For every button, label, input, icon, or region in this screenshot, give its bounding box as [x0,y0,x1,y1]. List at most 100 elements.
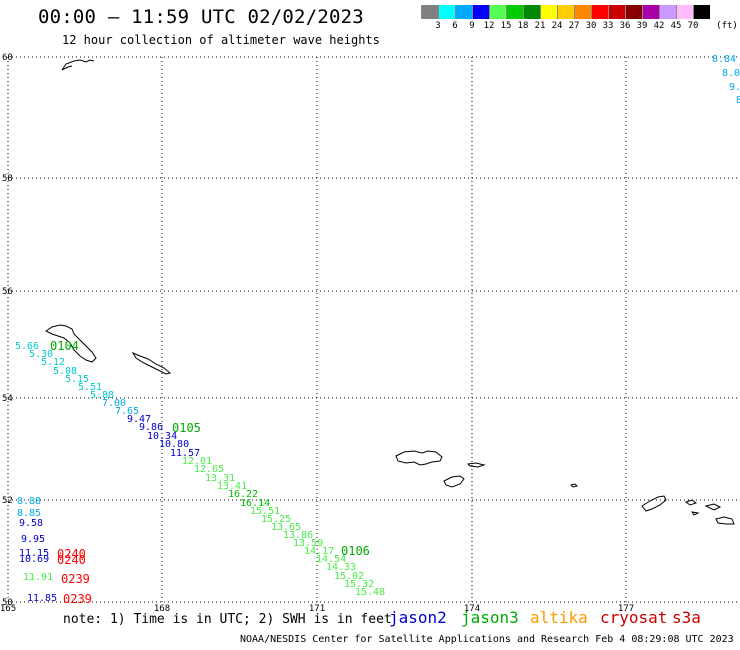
color-legend [421,5,710,19]
legend-swatch [574,5,591,19]
swh-value: 9.58 [19,518,43,529]
lat-label: 52 [2,496,13,506]
legend-swatch [472,5,489,19]
swh-value: 5.12 [41,357,65,368]
swh-value: 11.91 [23,572,53,583]
map-frame [8,57,740,602]
swh-value: 5.51 [78,382,102,393]
swh-value: 14.17 [304,546,334,557]
legend-swatch [642,5,659,19]
swh-value: 9.95 [21,534,45,545]
legend-unit: (ft) [716,21,738,31]
swh-value: 13.86 [283,530,313,541]
island-rat-5 [690,511,700,516]
legend-swatch [489,5,506,19]
island-small-1 [570,483,578,488]
swh-value: 13.31 [205,473,235,484]
lat-label: 60 [2,53,13,63]
legend-label: 36 [619,21,631,31]
island-rat-3 [704,503,722,511]
pass-time-label: 0240 [57,547,86,561]
swh-value: 10.80 [159,439,189,450]
legend-label: 15 [500,21,512,31]
legend-label: 42 [653,21,665,31]
lon-label: 174 [464,604,480,614]
lon-label: 177 [618,604,634,614]
swh-value: 15.48 [355,587,385,598]
island-shemya [466,462,486,468]
swh-value: 14.33 [326,562,356,573]
swh-value: 11.57 [170,448,200,459]
coastlines [45,59,735,525]
legend-s3a: s3a [672,608,701,627]
swh-value: 5.08 [53,366,77,377]
legend-swatch [506,5,523,19]
swh-value: 15.51 [250,506,280,517]
lon-label: 168 [154,604,170,614]
map-gridlines [7,56,740,603]
island-medny [131,351,172,375]
pass-time-label: 0239 [63,592,92,606]
swh-value: 10.69 [19,554,49,565]
island-rat-4 [715,516,735,525]
legend-swatch [676,5,693,19]
map-subtitle: 12 hour collection of altimeter wave hei… [62,33,380,47]
swh-value: 15.25 [261,514,291,525]
legend-label: 21 [534,21,546,31]
legend-swatch [608,5,625,19]
pass-time-label: 0105 [172,421,201,435]
wave-height-observations: 5.665.305.125.085.155.515.887.007.659.47… [15,54,740,604]
swh-value: 11.15 [19,548,49,559]
legend-label: 24 [551,21,563,31]
legend-label: 6 [452,21,458,31]
legend-label: 3 [435,21,441,31]
lat-label: 54 [2,394,13,404]
legend-label: 39 [636,21,648,31]
swh-value: 5.88 [90,390,114,401]
legend-swatch [455,5,472,19]
legend-label: 18 [517,21,529,31]
island-attu [395,450,443,466]
legend-label: 30 [585,21,597,31]
swh-value: 9. [729,82,740,93]
island-kiska [641,495,667,512]
legend-altika: altika [530,608,588,627]
swh-value: 11.85 [27,593,57,604]
swh-value: 8.85 [17,508,41,519]
swh-value: 9.86 [139,422,163,433]
legend-swatch [421,5,438,19]
swh-value: 12.01 [182,456,212,467]
legend-swatch [591,5,608,19]
swh-value: 14.54 [316,554,346,565]
swh-value: 16.22 [228,489,258,500]
pass-time-label: 0239 [61,572,90,586]
swh-value: 8.05 [722,68,740,79]
legend-jason3: jason3 [461,608,519,627]
swh-value: 13.65 [271,522,301,533]
island-bering [45,324,97,363]
swh-value: 7.00 [102,398,126,409]
legend-swatch [540,5,557,19]
pass-time-label: 0240 [57,553,86,567]
legend-swatch [659,5,676,19]
legend-swatch [625,5,642,19]
swh-value: 7.65 [115,406,139,417]
swh-value: 5.30 [29,349,53,360]
legend-cryosat: cryosat [600,608,668,627]
map-title: 00:00 – 11:59 UTC 02/02/2023 [38,6,364,28]
legend-label: 33 [602,21,614,31]
footnote: note: 1) Time is in UTC; 2) SWH is in fe… [63,612,392,627]
swh-value: 5.66 [15,341,39,352]
swh-value: 15.02 [334,571,364,582]
coastline-top-left [61,59,95,71]
lat-label: 50 [2,598,13,608]
pass-time-label: 0104 [50,339,79,353]
swh-value: 8.84 [712,54,736,65]
coastline-top-left-2 [61,65,73,71]
credit-line: NOAA/NESDIS Center for Satellite Applica… [240,634,734,645]
lon-label: 171 [309,604,325,614]
legend-label: 45 [670,21,682,31]
lon-label: 165 [0,604,16,614]
